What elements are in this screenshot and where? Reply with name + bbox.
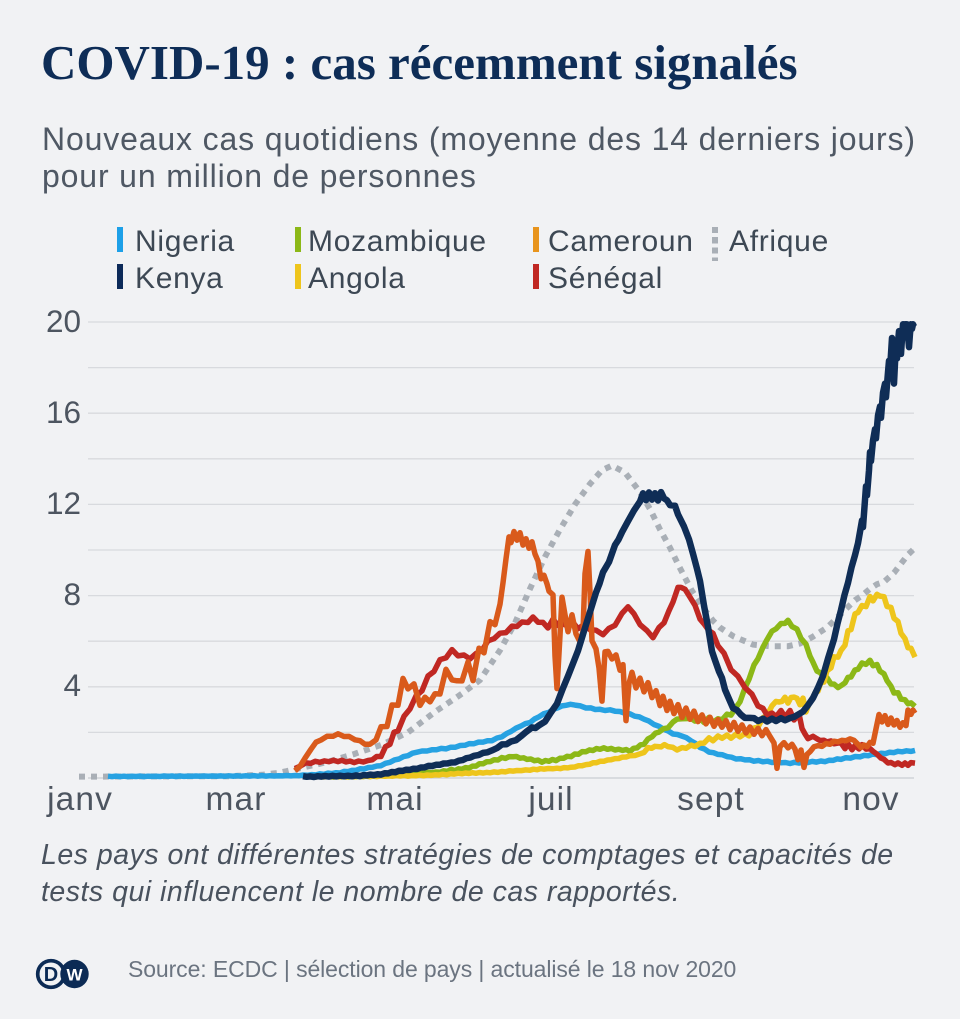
svg-text:W: W <box>66 965 83 984</box>
svg-text:D: D <box>44 964 58 986</box>
